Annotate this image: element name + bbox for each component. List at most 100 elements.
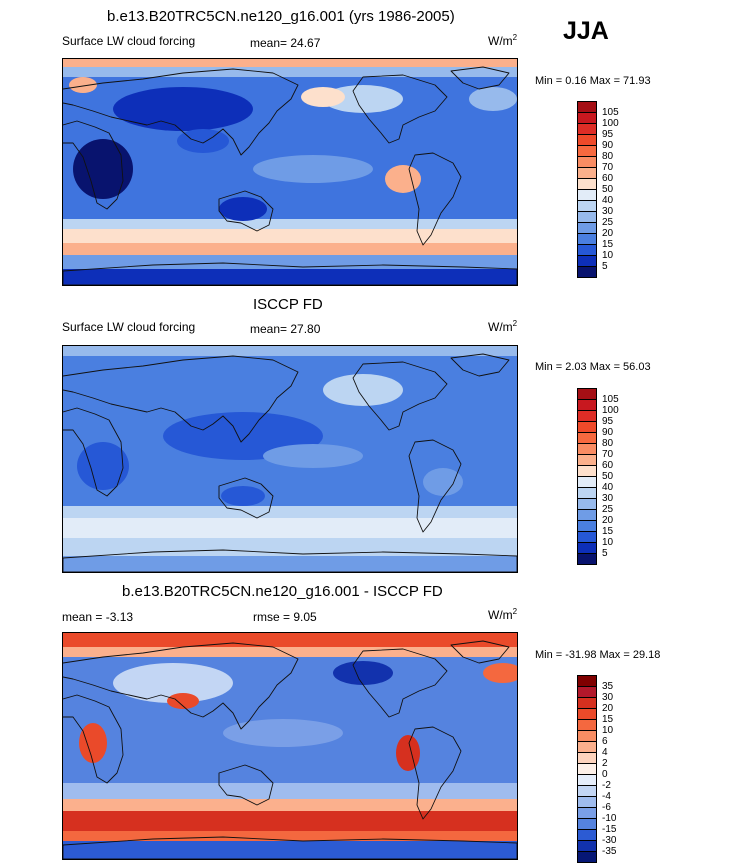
colorbar-box <box>577 818 597 830</box>
panel3-minmax: Min = -31.98 Max = 29.18 <box>535 649 661 661</box>
africa-positive-patch <box>79 723 107 763</box>
asia-region <box>113 663 233 703</box>
panel2-minmax: Min = 2.03 Max = 56.03 <box>535 361 651 373</box>
tropical-pacific <box>253 155 373 183</box>
atlantic-patch <box>469 87 517 111</box>
colorbar-label: 80 <box>602 151 614 162</box>
peru-positive <box>396 735 420 771</box>
colorbar-label: 25 <box>602 217 614 228</box>
colorbar-box <box>577 807 597 819</box>
colorbar-label: 40 <box>602 195 614 206</box>
colorbar-label: 5 <box>602 548 608 559</box>
colorbar-box <box>577 498 597 510</box>
colorbar-box <box>577 101 597 113</box>
coastline <box>408 439 462 533</box>
colorbar-box <box>577 178 597 190</box>
colorbar-box <box>577 719 597 731</box>
colorbar-box <box>577 222 597 234</box>
colorbar-box <box>577 542 597 554</box>
panel1-title: b.e13.B20TRC5CN.ne120_g16.001 (yrs 1986-… <box>107 8 455 25</box>
colorbar-box <box>577 520 597 532</box>
colorbar-box <box>577 796 597 808</box>
tropical-pacific <box>223 719 343 747</box>
season-label: JJA <box>563 17 609 45</box>
colorbar-box <box>577 123 597 135</box>
colorbar-box <box>577 697 597 709</box>
colorbar-box <box>577 553 597 565</box>
colorbar-box <box>577 829 597 841</box>
colorbar-label: 15 <box>602 714 614 725</box>
colorbar-box <box>577 509 597 521</box>
panel2-map <box>62 345 518 573</box>
colorbar-label: 100 <box>602 405 619 416</box>
panel2-map-svg <box>63 346 517 572</box>
coastline <box>63 120 124 210</box>
colorbar-box <box>577 752 597 764</box>
colorbar-label: 20 <box>602 515 614 526</box>
panel2-variable-label: Surface LW cloud forcing <box>62 320 196 334</box>
colorbar-label: 20 <box>602 703 614 714</box>
colorbar-box <box>577 233 597 245</box>
coastline <box>352 648 448 718</box>
antarctic-band <box>63 556 517 572</box>
southern-ocean-band <box>63 243 517 255</box>
colorbar-box <box>577 112 597 124</box>
colorbar-label: 90 <box>602 427 614 438</box>
tropical-asia <box>177 129 229 153</box>
colorbar-box <box>577 840 597 852</box>
colorbar-box <box>577 134 597 146</box>
panel1-map-svg <box>63 59 517 285</box>
colorbar-label: 95 <box>602 416 614 427</box>
panel1-units: W/m2 <box>488 33 518 49</box>
tropical-pacific <box>263 444 363 468</box>
subpolar-band-north <box>63 67 517 77</box>
coastline <box>63 642 299 730</box>
colorbar-box <box>577 200 597 212</box>
north-pacific-high <box>323 374 403 406</box>
colorbar-box <box>577 476 597 488</box>
colorbar-box <box>577 487 597 499</box>
colorbar-label: 70 <box>602 449 614 460</box>
colorbar-box <box>577 741 597 753</box>
colorbar-label: 5 <box>602 261 608 272</box>
colorbar-label: 10 <box>602 250 614 261</box>
colorbar-box <box>577 255 597 267</box>
coastline <box>218 764 274 806</box>
coastline <box>63 549 517 572</box>
colorbar-box <box>577 443 597 455</box>
south-america-region <box>423 468 463 496</box>
colorbar-label: 40 <box>602 482 614 493</box>
southern-ocean-band <box>63 799 517 811</box>
colorbar-label: 90 <box>602 140 614 151</box>
coastline <box>218 190 274 232</box>
southern-ocean-positive <box>63 811 517 831</box>
arctic-positive <box>63 633 517 647</box>
north-pacific-high <box>323 85 403 113</box>
coastline <box>63 355 299 443</box>
antarctic-band <box>63 269 517 285</box>
colorbar-label: 0 <box>602 769 608 780</box>
colorbar-label: -35 <box>602 846 617 857</box>
colorbar-box <box>577 774 597 786</box>
colorbar-box <box>577 167 597 179</box>
arctic-positive <box>63 647 517 657</box>
coastline <box>450 66 510 90</box>
southern-ocean-band <box>63 783 517 799</box>
panel1-variable-label: Surface LW cloud forcing <box>62 34 196 48</box>
coastline <box>63 68 299 156</box>
colorbar-box <box>577 410 597 422</box>
coastline <box>63 262 517 285</box>
polar-band-north <box>63 346 517 356</box>
panel3-title: b.e13.B20TRC5CN.ne120_g16.001 - ISCCP FD <box>122 583 443 600</box>
coastline <box>218 477 274 519</box>
peru-stratocumulus <box>385 165 421 193</box>
coastline <box>63 694 124 784</box>
colorbar-label: 15 <box>602 239 614 250</box>
colorbar-box <box>577 785 597 797</box>
colorbar-label: 100 <box>602 118 619 129</box>
colorbar-label: 95 <box>602 129 614 140</box>
africa-low <box>73 139 133 199</box>
antarctic-band <box>63 841 517 859</box>
colorbar-label: 10 <box>602 537 614 548</box>
colorbar-label: -10 <box>602 813 617 824</box>
